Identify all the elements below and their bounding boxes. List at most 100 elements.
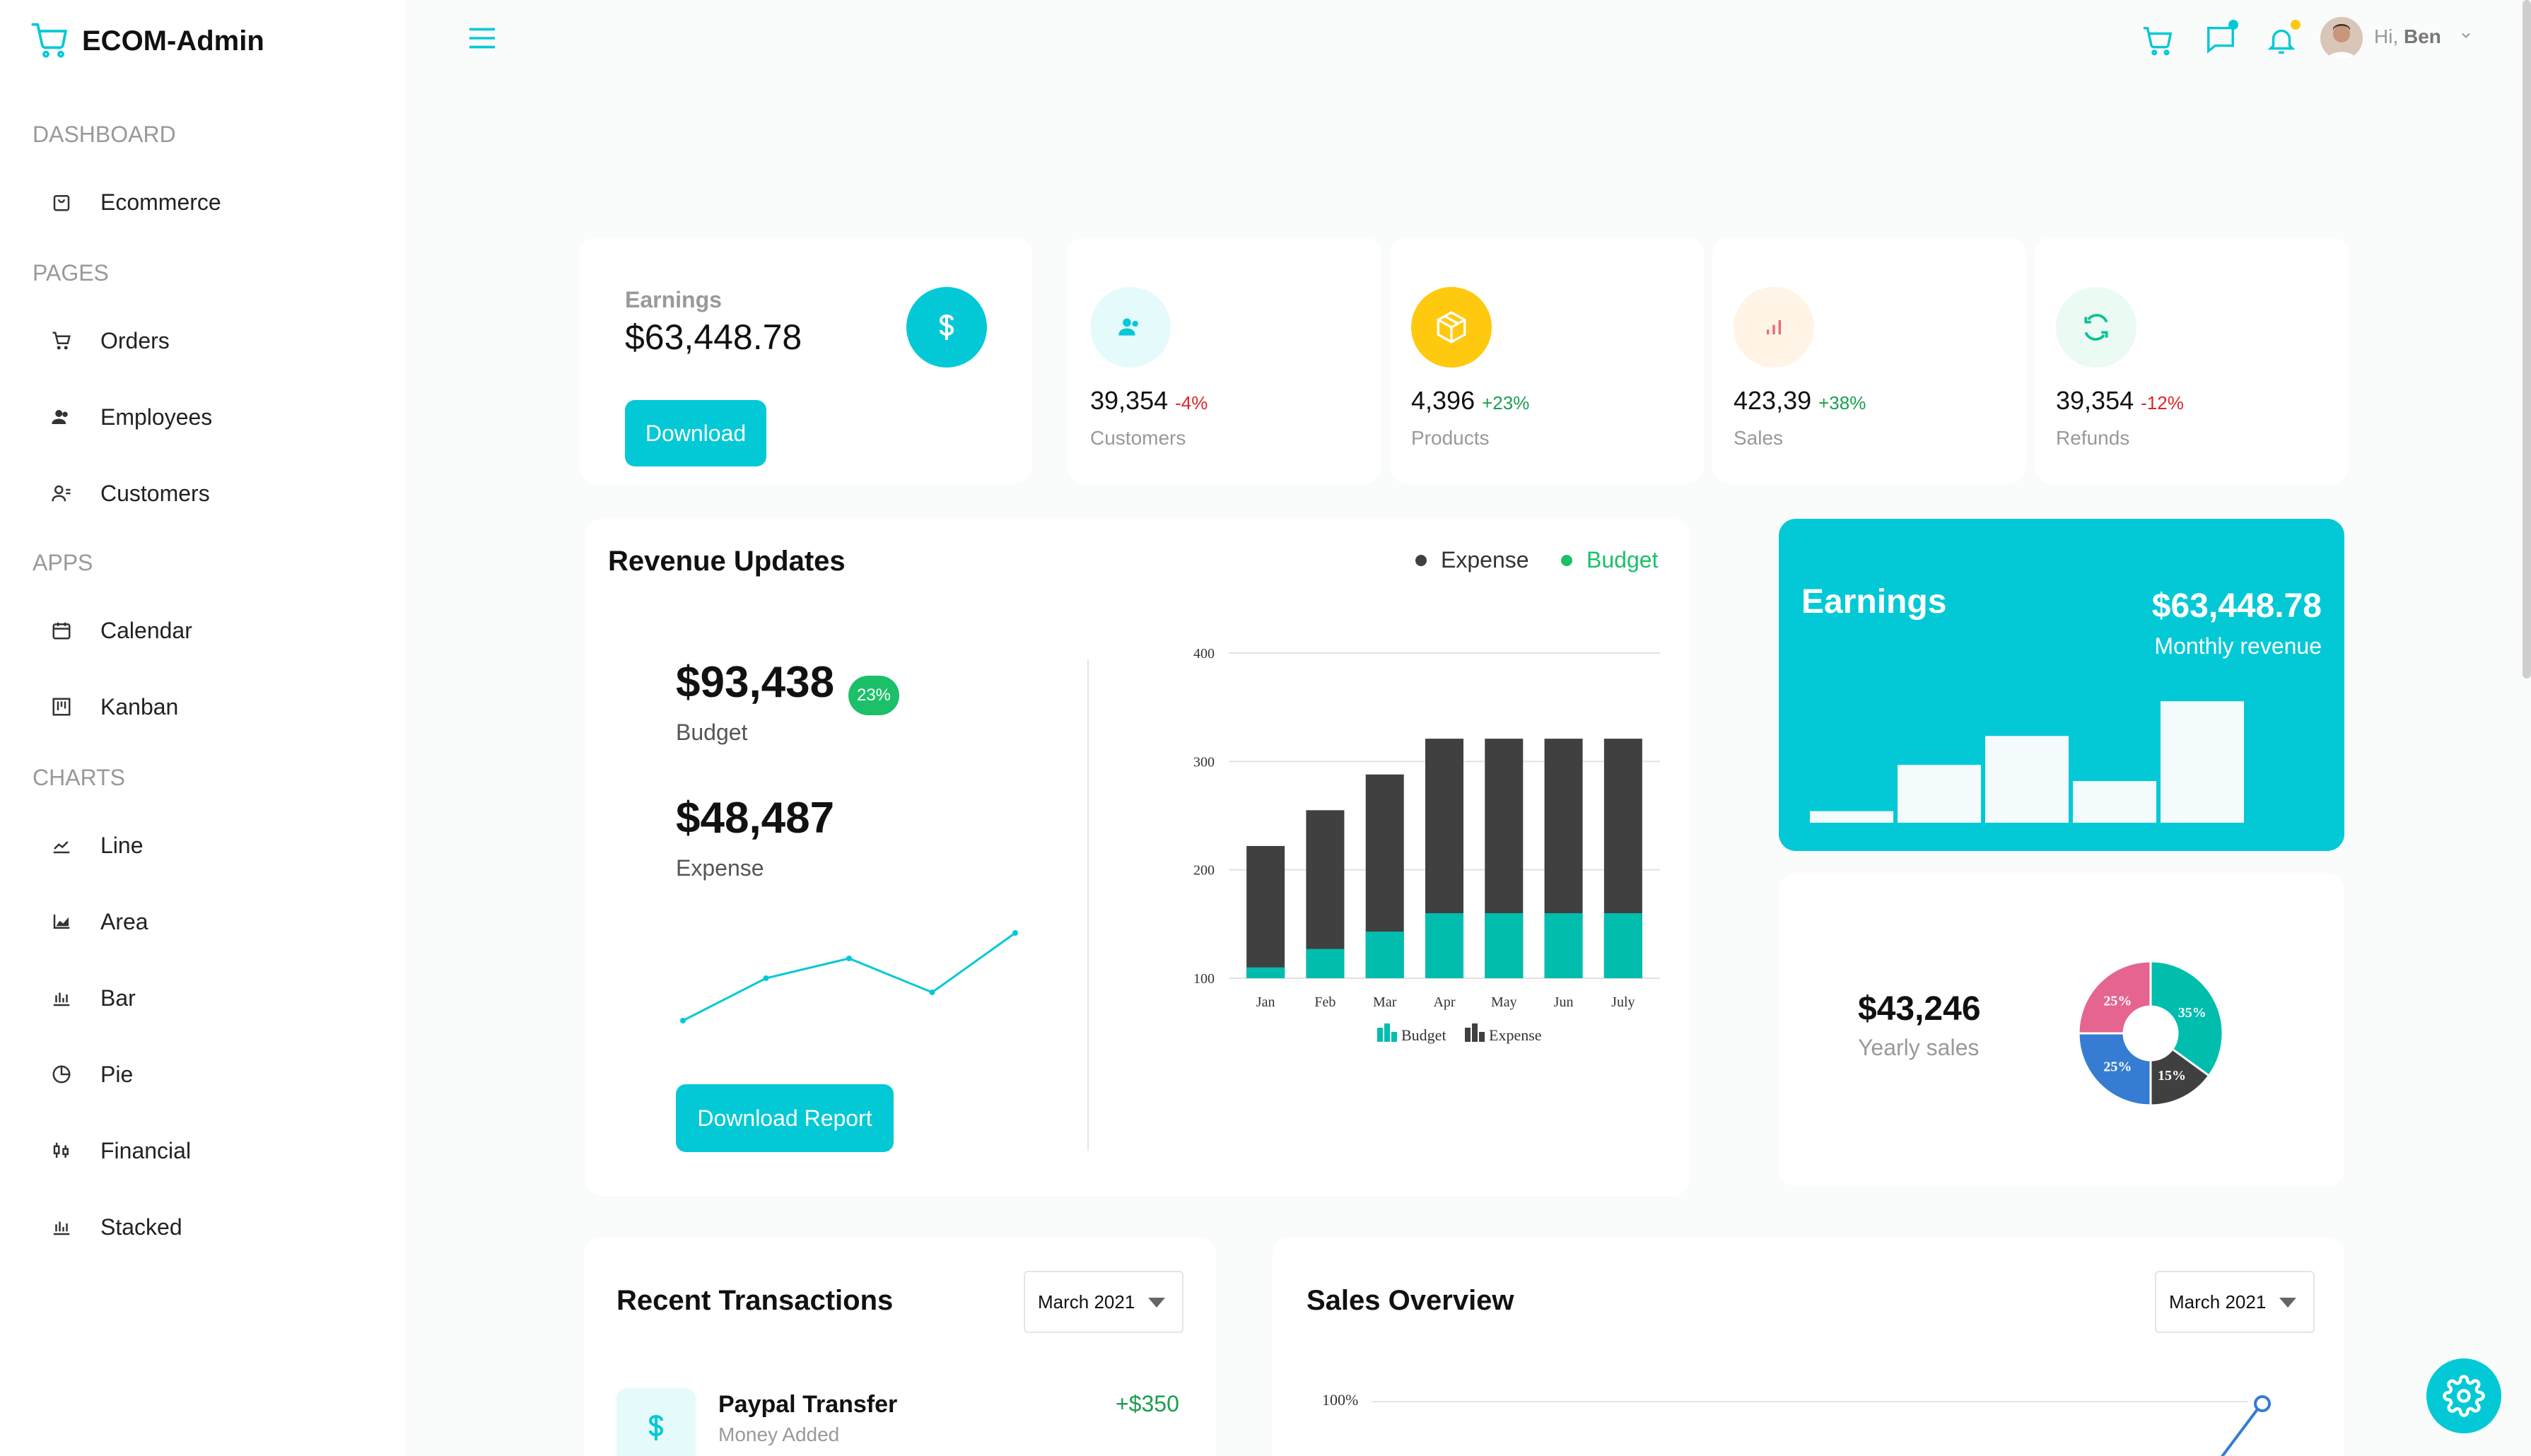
sales-overview-card: Sales Overview March 2021 100% — [1273, 1237, 2344, 1456]
sidebar-item-employees[interactable]: Employees — [49, 396, 212, 438]
expense-label: Expense — [676, 855, 764, 881]
pie-slice — [2077, 960, 2152, 1035]
sidebar-item-bar[interactable]: Bar — [49, 977, 136, 1019]
section-dashboard: DASHBOARD — [33, 122, 176, 147]
pie-slice — [2077, 1032, 2152, 1107]
yearly-value: $43,246 — [1858, 990, 1981, 1028]
sidebar-item-label: Orders — [100, 327, 170, 353]
legend-budget-text: Budget — [1401, 1026, 1446, 1044]
budget-bar — [1246, 967, 1285, 978]
download-button[interactable]: Download — [625, 400, 766, 466]
stat-value: 4,396 — [1411, 386, 1475, 415]
chat-icon[interactable] — [2204, 23, 2237, 55]
sidebar-item-line[interactable]: Line — [49, 824, 144, 867]
banner-value: $63,448.78 — [2151, 587, 2322, 625]
stat-card-sales: 423,39 +38% Sales — [1712, 237, 2026, 483]
sidebar-item-financial[interactable]: Financial — [49, 1129, 191, 1172]
budget-bar — [1425, 913, 1463, 978]
pie-chart-icon — [49, 1062, 74, 1086]
caret-down-icon — [2279, 1298, 2296, 1308]
avatar[interactable] — [2320, 17, 2363, 59]
sidebar-item-calendar[interactable]: Calendar — [49, 609, 192, 652]
dollar-icon[interactable] — [906, 287, 987, 368]
sparkline-chart — [680, 930, 1018, 1023]
sparkline-point — [763, 975, 769, 981]
budget-bar — [1365, 932, 1404, 978]
sidebar: ECOM-Admin DASHBOARD Ecommerce PAGES Ord… — [0, 0, 405, 1456]
refresh-icon[interactable] — [2056, 287, 2137, 368]
sidebar-item-kanban[interactable]: Kanban — [49, 686, 178, 728]
brand[interactable]: ECOM-Admin — [31, 21, 264, 61]
stat-card-customers: 39,354 -4% Customers — [1068, 237, 1381, 483]
banner-bar — [1985, 736, 2069, 823]
banner-title: Earnings — [1801, 583, 1947, 621]
stat-card-refunds: 39,354 -12% Refunds — [2035, 237, 2349, 483]
yearly-label: Yearly sales — [1858, 1035, 1980, 1060]
pie-label: 35% — [2178, 1005, 2206, 1021]
sales-month-dropdown[interactable]: March 2021 — [2155, 1271, 2315, 1333]
y-tick-label: 400 — [1193, 646, 1215, 662]
cart-icon[interactable] — [2142, 25, 2175, 58]
sidebar-item-label: Pie — [100, 1061, 134, 1087]
revenue-title: Revenue Updates — [608, 546, 846, 577]
sales-line — [2221, 1395, 2271, 1456]
x-tick-label: Jun — [1554, 994, 1574, 1010]
banner-bar — [1898, 765, 1981, 823]
y-tick-label: 200 — [1193, 863, 1215, 879]
sales-overview-title: Sales Overview — [1307, 1285, 1514, 1316]
stat-change: -12% — [2141, 392, 2184, 413]
x-tick-label: July — [1611, 994, 1635, 1010]
expense-dot — [1415, 554, 1427, 566]
sidebar-item-pie[interactable]: Pie — [49, 1053, 133, 1096]
transactions-month-dropdown[interactable]: March 2021 — [1024, 1271, 1183, 1333]
bell-icon[interactable] — [2265, 24, 2298, 57]
pie-label: 25% — [2103, 1059, 2132, 1075]
sidebar-item-customers[interactable]: Customers — [49, 472, 210, 515]
x-tick-label: May — [1491, 994, 1517, 1010]
legend-expense-text: Expense — [1489, 1026, 1542, 1044]
legend-expense[interactable]: Expense — [1415, 547, 1529, 573]
bar-chart-icon[interactable] — [1734, 287, 1814, 368]
download-report-button[interactable]: Download Report — [676, 1084, 894, 1152]
sidebar-item-label: Bar — [100, 985, 136, 1011]
sidebar-item-label: Line — [100, 832, 144, 858]
settings-button[interactable] — [2426, 1358, 2501, 1433]
transaction-sub: Money Added — [718, 1423, 840, 1445]
chat-notification-dot — [2228, 20, 2238, 30]
stacked-chart-icon — [49, 1215, 74, 1239]
scrollbar[interactable] — [2523, 0, 2531, 679]
stat-value: 39,354 — [1090, 386, 1169, 415]
stat-label: Products — [1411, 427, 1490, 449]
legend-budget[interactable]: Budget — [1561, 547, 1658, 573]
customers-icon[interactable] — [1090, 287, 1171, 368]
sidebar-item-label: Customers — [100, 480, 210, 506]
box-icon[interactable] — [1411, 287, 1492, 368]
shopping-bag-icon — [49, 190, 74, 214]
earnings-value: $63,448.78 — [625, 317, 802, 357]
x-tick-label: Mar — [1373, 994, 1397, 1010]
chevron-down-icon[interactable] — [2459, 28, 2473, 42]
budget-bar — [1544, 913, 1583, 978]
stat-label: Customers — [1090, 427, 1186, 449]
greeting-text: Hi, — [2374, 25, 2399, 47]
stat-change: +23% — [1482, 392, 1530, 413]
stat-card-products: 4,396 +23% Products — [1390, 237, 1704, 483]
menu-icon[interactable] — [467, 25, 498, 51]
divider — [1087, 660, 1089, 1151]
banner-bar — [1810, 811, 1893, 823]
stat-label: Sales — [1734, 427, 1784, 449]
sidebar-item-ecommerce[interactable]: Ecommerce — [49, 181, 221, 223]
earnings-label: Earnings — [625, 287, 722, 312]
legend-budget-swatch — [1384, 1023, 1390, 1042]
dollar-icon — [616, 1388, 696, 1456]
sidebar-item-stacked[interactable]: Stacked — [49, 1206, 182, 1248]
sidebar-item-orders[interactable]: Orders — [49, 319, 170, 362]
user-greeting[interactable]: Hi, Ben — [2374, 25, 2441, 48]
transactions-title: Recent Transactions — [616, 1285, 894, 1316]
line-chart-icon — [49, 833, 74, 857]
cart-icon — [49, 329, 74, 353]
legend-expense-swatch — [1472, 1023, 1478, 1042]
pie-label: 15% — [2158, 1068, 2186, 1084]
caret-down-icon — [1148, 1298, 1165, 1308]
sidebar-item-area[interactable]: Area — [49, 900, 148, 943]
